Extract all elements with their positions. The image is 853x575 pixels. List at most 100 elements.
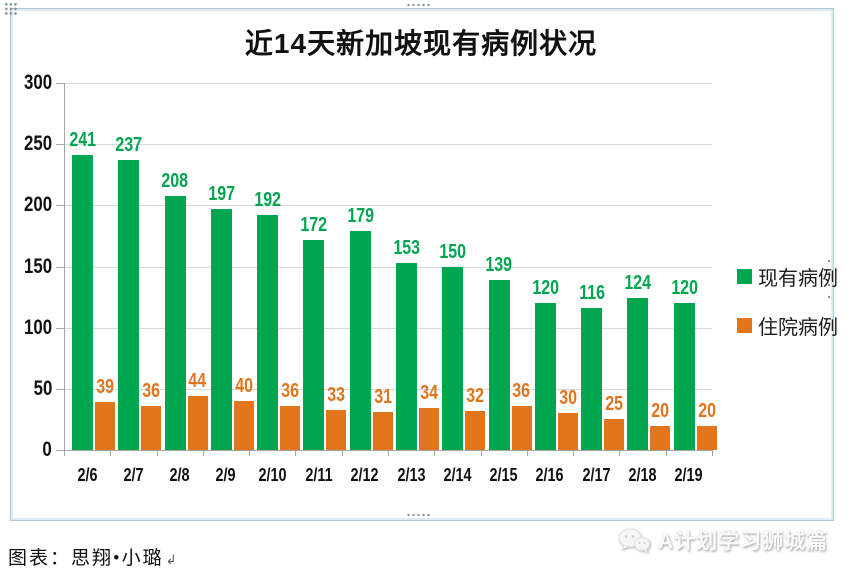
bar-existing [210, 209, 232, 450]
watermark-text: A计划学习狮城篇 [658, 530, 829, 553]
x-axis-label: 2/11 [304, 465, 333, 485]
legend-label-existing: 现有病例 [758, 268, 838, 290]
value-label-existing: 237 [115, 134, 143, 157]
watermark: A计划学习狮城篇 [618, 525, 828, 555]
gridline [64, 205, 712, 207]
x-tick [480, 450, 482, 456]
bar-existing [257, 215, 279, 450]
x-tick [295, 450, 297, 456]
bar-existing [118, 160, 140, 450]
value-label-existing: 116 [578, 282, 605, 305]
x-axis-label: 2/16 [535, 465, 564, 485]
value-label-hospitalized: 36 [142, 379, 161, 402]
bar-existing [303, 239, 325, 450]
credit-text: 图表：思翔•小璐 [8, 548, 164, 569]
y-tick [56, 327, 64, 329]
value-label-hospitalized: 32 [466, 384, 485, 407]
x-tick [388, 450, 389, 456]
y-tick [56, 83, 64, 84]
bar-existing [627, 298, 649, 450]
bar-hospitalized [233, 401, 254, 450]
bar-hospitalized [650, 425, 671, 450]
bar-existing [72, 155, 93, 450]
value-label-hospitalized: 20 [651, 399, 670, 422]
bar-existing [581, 308, 603, 450]
value-label-hospitalized: 36 [281, 379, 300, 402]
value-label-hospitalized: 31 [373, 386, 392, 409]
value-label-existing: 208 [161, 169, 189, 192]
y-tick [56, 450, 64, 451]
value-label-hospitalized: 30 [558, 387, 577, 410]
gridline [64, 327, 712, 329]
bar-existing [534, 303, 556, 450]
y-axis-label: 200 [23, 193, 52, 217]
resize-handle-top-left[interactable] [4, 2, 18, 16]
chart-credit: 图表：思翔•小璐 ↲ [8, 543, 177, 570]
value-label-hospitalized: 33 [327, 383, 346, 406]
x-tick [619, 450, 621, 456]
bar-existing [164, 195, 186, 450]
value-label-existing: 153 [393, 236, 420, 259]
bar-existing [488, 279, 510, 450]
resize-handle-bottom-center[interactable] [406, 513, 430, 517]
y-axis-label: 50 [33, 376, 52, 400]
bar-hospitalized [141, 405, 162, 450]
bar-hospitalized [604, 419, 625, 450]
x-tick [526, 450, 528, 456]
x-tick [434, 450, 436, 456]
gridline [64, 388, 712, 390]
x-tick [64, 450, 65, 456]
value-label-hospitalized: 25 [605, 393, 624, 416]
legend-swatch-existing [737, 269, 752, 284]
bar-hospitalized [419, 408, 439, 450]
y-tick [56, 144, 64, 146]
bar-hospitalized [557, 413, 578, 450]
value-label-existing: 120 [670, 277, 698, 300]
x-axis-label: 2/17 [582, 465, 611, 485]
value-label-hospitalized: 44 [188, 370, 207, 393]
value-label-existing: 172 [300, 213, 328, 236]
y-axis-line [64, 83, 65, 450]
legend: 现有病例 住院病例 [737, 262, 838, 340]
y-axis-label: 250 [23, 132, 52, 156]
value-label-hospitalized: 36 [512, 379, 531, 402]
value-label-existing: 120 [531, 277, 559, 300]
value-label-existing: 124 [624, 272, 652, 295]
x-axis-label: 2/15 [489, 465, 518, 485]
gridline [64, 266, 712, 268]
x-axis-label: 2/18 [628, 465, 657, 485]
bar-hospitalized [280, 405, 301, 450]
legend-label-hospitalized: 住院病例 [758, 317, 838, 339]
resize-handle-top-center[interactable] [406, 3, 430, 7]
gridline [64, 144, 712, 146]
x-axis-label: 2/9 [215, 465, 236, 485]
bar-existing [349, 231, 371, 450]
legend-swatch-hospitalized [737, 318, 752, 333]
value-label-hospitalized: 39 [96, 376, 114, 399]
x-tick [573, 450, 575, 456]
y-axis-label: 100 [23, 315, 52, 339]
y-tick [56, 266, 64, 268]
x-axis-label: 2/6 [77, 465, 98, 485]
bar-existing [673, 303, 695, 450]
legend-item-existing: 现有病例 [737, 262, 838, 291]
bar-hospitalized [372, 412, 393, 450]
y-axis-label: 300 [23, 71, 52, 94]
gridline [64, 83, 712, 84]
legend-item-hospitalized: 住院病例 [737, 311, 838, 340]
y-axis-label: 0 [42, 438, 52, 461]
value-label-existing: 179 [346, 205, 374, 228]
x-tick [712, 450, 713, 456]
value-label-existing: 197 [207, 183, 235, 205]
bar-hospitalized [95, 402, 115, 450]
x-axis-label: 2/19 [674, 465, 703, 485]
x-axis-label: 2/14 [443, 465, 472, 485]
value-label-hospitalized: 20 [697, 399, 716, 422]
x-tick [665, 450, 667, 456]
x-axis-label: 2/13 [397, 465, 426, 485]
resize-handle-right-center[interactable] [827, 255, 831, 303]
y-tick [56, 205, 64, 207]
x-tick [202, 450, 204, 456]
